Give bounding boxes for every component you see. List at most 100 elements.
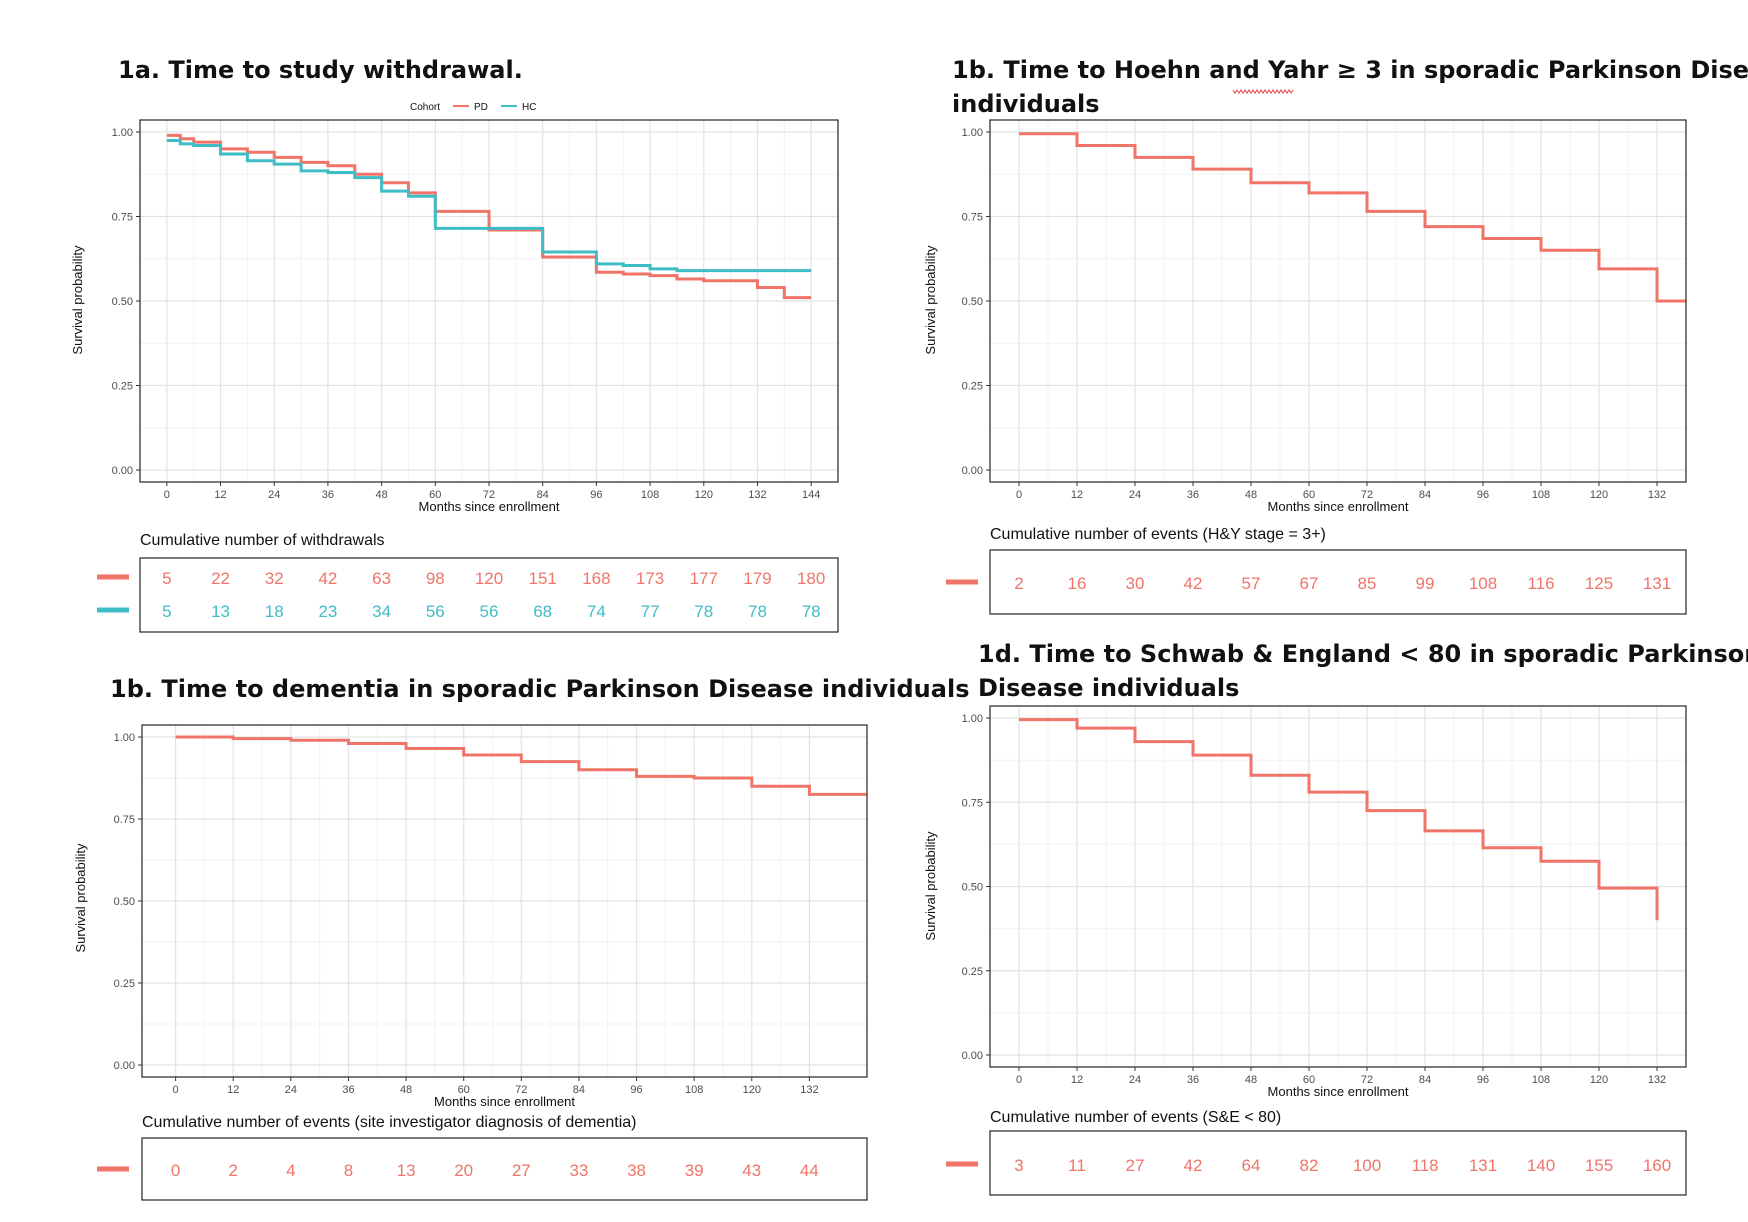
x-tick-label: 36 <box>1187 1074 1199 1086</box>
x-tick-label: 0 <box>173 1084 179 1096</box>
risk-value: 78 <box>748 602 767 621</box>
plot-frame <box>141 724 868 1078</box>
x-tick-label: 72 <box>483 489 495 501</box>
risk-table-frame <box>141 1137 868 1201</box>
x-tick-label: 24 <box>268 489 280 501</box>
y-tick-label: 0.00 <box>114 1060 135 1072</box>
risk-value: 22 <box>211 569 230 588</box>
x-tick-label: 36 <box>322 489 334 501</box>
risk-value: 32 <box>265 569 284 588</box>
y-tick-label: 1.00 <box>112 127 133 139</box>
x-tick-label: 36 <box>1187 489 1199 501</box>
y-tick-label: 0.25 <box>962 966 983 978</box>
risk-table-title: Cumulative number of events (S&E < 80) <box>990 1109 1281 1126</box>
x-axis-label: Months since enrollment <box>1268 499 1409 514</box>
risk-value: 118 <box>1411 1156 1438 1175</box>
y-tick-label: 0.25 <box>962 381 983 393</box>
risk-table-title: Cumulative number of events (site invest… <box>142 1114 636 1131</box>
risk-value: 155 <box>1585 1156 1613 1175</box>
risk-value: 16 <box>1068 574 1087 593</box>
y-tick-label: 1.00 <box>962 127 983 139</box>
risk-value: 99 <box>1416 574 1435 593</box>
chart-1d: 1d. Time to Schwab & England < 80 in spo… <box>923 640 1748 1196</box>
y-tick-label: 0.50 <box>962 882 983 894</box>
risk-value: 0 <box>171 1161 180 1180</box>
risk-value: 116 <box>1527 574 1554 593</box>
y-tick-label: 0.00 <box>962 1050 983 1062</box>
x-tick-label: 84 <box>1419 489 1431 501</box>
y-tick-label: 0.50 <box>114 896 135 908</box>
x-tick-label: 72 <box>1361 1074 1373 1086</box>
legend-title: Cohort <box>410 102 440 113</box>
risk-table-frame <box>139 557 839 633</box>
chart-1b-hy: 1b. Time to Hoehn and Yahr ≥ 3 in sporad… <box>923 56 1748 615</box>
chart-title: 1b. Time to dementia in sporadic Parkins… <box>110 675 969 703</box>
risk-value: 42 <box>1184 574 1203 593</box>
risk-table: Cumulative number of events (H&Y stage =… <box>946 526 1687 615</box>
risk-value: 77 <box>641 602 660 621</box>
x-axis-label: Months since enrollment <box>419 499 560 514</box>
risk-value: 98 <box>426 569 445 588</box>
risk-value: 27 <box>512 1161 531 1180</box>
risk-value: 160 <box>1643 1156 1671 1175</box>
y-axis-label: Survival probability <box>70 245 85 355</box>
x-axis-label: Months since enrollment <box>1268 1084 1409 1099</box>
risk-value: 42 <box>1184 1156 1203 1175</box>
y-tick-label: 0.25 <box>112 381 133 393</box>
y-axis-label: Survival probability <box>73 843 88 953</box>
risk-value: 38 <box>627 1161 646 1180</box>
x-tick-label: 144 <box>802 489 820 501</box>
x-tick-label: 96 <box>1477 489 1489 501</box>
risk-table-frame <box>989 549 1687 615</box>
risk-value: 120 <box>475 569 503 588</box>
risk-value: 56 <box>426 602 445 621</box>
x-axis-label: Months since enrollment <box>434 1094 575 1109</box>
risk-value: 27 <box>1126 1156 1145 1175</box>
x-tick-label: 120 <box>743 1084 761 1096</box>
series-curve-pd <box>166 133 812 300</box>
x-tick-label: 132 <box>748 489 766 501</box>
risk-value: 34 <box>372 602 391 621</box>
spellcheck-underline <box>1232 89 1294 94</box>
risk-table: Cumulative number of withdrawals 5 22 32 42 6… <box>97 532 839 633</box>
x-tick-label: 48 <box>400 1084 412 1096</box>
risk-value: 30 <box>1126 574 1145 593</box>
y-tick-label: 0.50 <box>112 296 133 308</box>
risk-value: 151 <box>529 569 557 588</box>
chart-title-line: 1b. Time to Hoehn and Yahr ≥ 3 in sporad… <box>952 56 1748 84</box>
x-tick-label: 108 <box>685 1084 703 1096</box>
y-tick-label: 0.75 <box>112 212 133 224</box>
risk-value: 74 <box>587 602 606 621</box>
risk-value: 168 <box>582 569 610 588</box>
x-tick-label: 48 <box>375 489 387 501</box>
legend: Cohort PD HC <box>410 102 536 113</box>
risk-table-title: Cumulative number of events (H&Y stage =… <box>990 526 1326 543</box>
x-tick-label: 84 <box>573 1084 585 1096</box>
plot-frame <box>139 119 839 483</box>
risk-value: 39 <box>685 1161 704 1180</box>
x-tick-label: 72 <box>515 1084 527 1096</box>
x-tick-label: 12 <box>1071 489 1083 501</box>
risk-value: 13 <box>397 1161 416 1180</box>
risk-value: 78 <box>802 602 821 621</box>
x-tick-label: 108 <box>641 489 659 501</box>
risk-value: 82 <box>1300 1156 1319 1175</box>
y-tick-label: 1.00 <box>114 732 135 744</box>
chart-1a: 1a. Time to study withdrawal. 0 12 24 36 48 60… <box>70 56 839 633</box>
x-tick-label: 72 <box>1361 489 1373 501</box>
x-tick-label: 24 <box>1129 489 1141 501</box>
series-curve-pd <box>175 735 867 796</box>
y-tick-label: 0.00 <box>962 465 983 477</box>
legend-label: HC <box>522 102 536 113</box>
risk-value: 100 <box>1353 1156 1381 1175</box>
risk-value: 20 <box>454 1161 473 1180</box>
risk-value: 23 <box>318 602 337 621</box>
risk-value: 177 <box>690 569 718 588</box>
x-tick-label: 132 <box>800 1084 818 1096</box>
plot-frame <box>989 705 1687 1068</box>
risk-value: 64 <box>1242 1156 1261 1175</box>
risk-value: 180 <box>797 569 825 588</box>
x-tick-label: 132 <box>1648 1074 1666 1086</box>
risk-value: 5 <box>162 602 171 621</box>
y-axis-label: Survival probability <box>923 245 938 355</box>
